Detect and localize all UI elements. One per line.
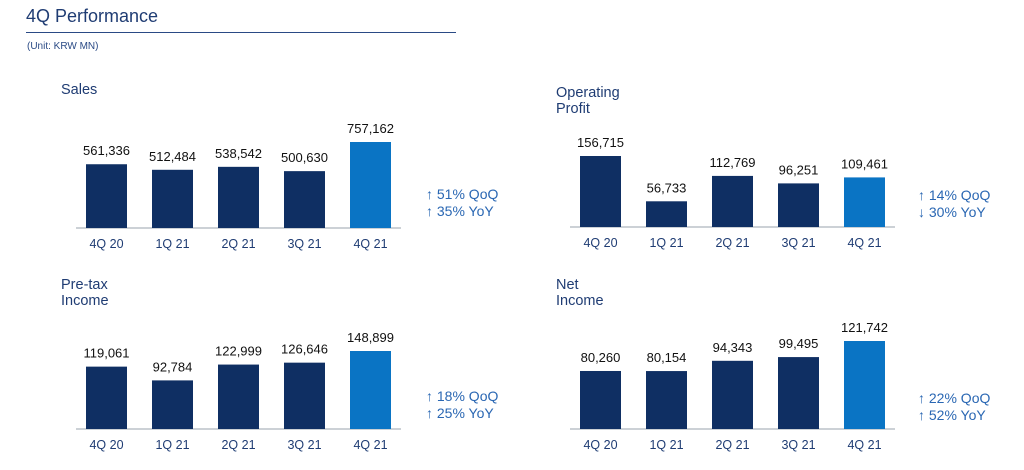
- x-tick-label: 1Q 21: [649, 438, 683, 452]
- bar: [712, 175, 753, 227]
- x-tick-label: 2Q 21: [221, 237, 255, 251]
- bar: [350, 142, 391, 228]
- bar-value-label: 122,999: [215, 344, 262, 359]
- panel-title: Sales: [61, 82, 98, 98]
- delta-block: ↑ 18% QoQ ↑ 25% YoY: [426, 388, 498, 422]
- bar-value-label: 512,484: [149, 149, 196, 164]
- delta-block: ↑ 22% QoQ ↑ 52% YoY: [918, 390, 990, 424]
- panel-title: Operating Profit: [556, 85, 620, 117]
- bar: [844, 177, 885, 227]
- bar-value-label: 80,154: [647, 350, 687, 365]
- bar-value-label: 92,784: [153, 359, 193, 374]
- bar: [778, 357, 819, 429]
- panel-title: Pre-tax Income: [61, 277, 109, 309]
- panel-title: Net Income: [556, 277, 604, 309]
- bar-value-label: 119,061: [83, 346, 129, 361]
- page-title: 4Q Performance: [26, 6, 159, 26]
- x-tick-label: 4Q 21: [847, 438, 881, 452]
- x-tick-label: 4Q 20: [583, 236, 617, 250]
- bar-value-label: 80,260: [581, 350, 621, 365]
- x-tick-label: 2Q 21: [715, 438, 749, 452]
- qoq-delta: ↑ 18% QoQ: [426, 388, 499, 404]
- bar: [86, 366, 127, 429]
- yoy-delta: ↓ 30% YoY: [918, 204, 986, 220]
- bar-value-label: 757,162: [347, 121, 394, 136]
- x-tick-label: 3Q 21: [781, 438, 815, 452]
- x-tick-label: 1Q 21: [155, 438, 189, 452]
- delta-block: ↑ 51% QoQ ↑ 35% YoY: [426, 186, 498, 220]
- x-tick-label: 2Q 21: [221, 438, 255, 452]
- bar: [646, 371, 687, 429]
- x-tick-label: 4Q 20: [89, 438, 123, 452]
- sales-chart: 561,336 4Q 20 512,484 1Q 21 538,542 2Q 21 500,…: [76, 121, 401, 251]
- title-rule: [26, 32, 456, 33]
- qoq-delta: ↑ 51% QoQ: [426, 186, 499, 202]
- bar-value-label: 126,646: [281, 342, 328, 357]
- unit-note: (Unit: KRW MN): [27, 41, 99, 52]
- bar-value-label: 56,733: [647, 180, 687, 195]
- bar-value-label: 121,742: [841, 320, 888, 335]
- bar-value-label: 94,343: [713, 340, 753, 355]
- bar: [580, 370, 621, 429]
- bar: [218, 364, 259, 429]
- x-tick-label: 2Q 21: [715, 236, 749, 250]
- x-tick-label: 3Q 21: [781, 236, 815, 250]
- x-tick-label: 1Q 21: [649, 236, 683, 250]
- bar-value-label: 112,769: [709, 155, 755, 170]
- bar: [350, 351, 391, 429]
- yoy-delta: ↑ 35% YoY: [426, 203, 494, 219]
- bar-value-label: 148,899: [347, 330, 394, 345]
- net-income-chart: 80,260 4Q 20 80,154 1Q 21 94,343 2Q 21 99,495 3…: [570, 320, 895, 452]
- bar: [778, 183, 819, 227]
- bar-value-label: 99,495: [779, 336, 819, 351]
- pretax-income-chart: 119,061 4Q 20 92,784 1Q 21 122,999 2Q 21 126,6…: [76, 330, 401, 452]
- bar: [646, 201, 687, 227]
- bar-value-label: 109,461: [841, 156, 888, 171]
- bar: [218, 166, 259, 228]
- bar: [844, 341, 885, 429]
- x-tick-label: 4Q 21: [353, 438, 387, 452]
- yoy-delta: ↑ 25% YoY: [426, 405, 494, 421]
- bar-value-label: 500,630: [281, 150, 328, 165]
- bar: [284, 362, 325, 429]
- qoq-delta: ↑ 14% QoQ: [918, 187, 991, 203]
- bar-value-label: 156,715: [577, 135, 624, 150]
- qoq-delta: ↑ 22% QoQ: [918, 390, 991, 406]
- bar: [712, 360, 753, 429]
- x-tick-label: 3Q 21: [287, 237, 321, 251]
- x-tick-label: 3Q 21: [287, 438, 321, 452]
- operating-profit-chart: 156,715 4Q 20 56,733 1Q 21 112,769 2Q 21 96,25…: [570, 135, 895, 250]
- bar-value-label: 96,251: [779, 162, 819, 177]
- x-tick-label: 4Q 20: [89, 237, 123, 251]
- bar: [284, 171, 325, 228]
- x-tick-label: 4Q 21: [353, 237, 387, 251]
- x-tick-label: 4Q 20: [583, 438, 617, 452]
- bar: [152, 380, 193, 429]
- bar-value-label: 538,542: [215, 146, 262, 161]
- bar: [580, 156, 621, 227]
- yoy-delta: ↑ 52% YoY: [918, 407, 986, 423]
- bar: [152, 169, 193, 228]
- x-tick-label: 4Q 21: [847, 236, 881, 250]
- x-tick-label: 1Q 21: [155, 237, 189, 251]
- bar: [86, 164, 127, 228]
- delta-block: ↑ 14% QoQ ↓ 30% YoY: [918, 187, 990, 221]
- bar-value-label: 561,336: [83, 143, 130, 158]
